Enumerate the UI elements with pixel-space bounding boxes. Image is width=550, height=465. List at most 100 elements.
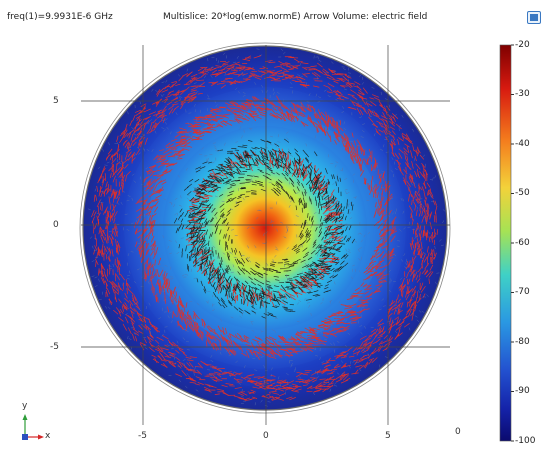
field-arrow	[397, 294, 399, 300]
field-arrow	[229, 158, 233, 165]
field-arrow	[194, 366, 202, 368]
field-arrow	[204, 375, 210, 378]
field-arrow	[354, 268, 356, 272]
field-arrow	[158, 159, 162, 162]
field-arrow	[275, 349, 281, 354]
field-arrow	[189, 197, 195, 202]
field-arrow	[388, 325, 392, 333]
field-arrow	[132, 137, 139, 142]
field-arrow	[239, 315, 242, 319]
field-arrow	[291, 349, 298, 355]
field-arrow	[292, 172, 296, 178]
field-arrow	[286, 225, 289, 228]
screen-icon[interactable]	[527, 11, 541, 24]
field-arrow	[337, 268, 342, 272]
field-arrow	[375, 272, 382, 277]
field-arrow	[328, 323, 334, 325]
field-arrow	[257, 155, 261, 161]
field-arrow	[138, 308, 141, 311]
field-arrow	[102, 234, 106, 241]
field-arrow	[121, 305, 124, 312]
field-arrow	[314, 71, 321, 77]
field-arrow	[170, 301, 174, 304]
field-arrow	[136, 213, 144, 219]
field-arrow	[248, 276, 253, 281]
field-arrow	[327, 95, 331, 97]
field-arrow	[246, 298, 251, 302]
field-arrow	[124, 142, 129, 148]
field-arrow	[422, 254, 426, 262]
field-arrow	[251, 157, 256, 166]
field-arrow	[303, 277, 309, 282]
field-arrow	[238, 307, 243, 312]
field-arrow	[197, 332, 202, 338]
field-arrow	[232, 67, 235, 70]
field-arrow	[196, 218, 204, 221]
field-arrow	[327, 114, 330, 123]
field-arrow	[260, 376, 269, 380]
field-arrow	[130, 310, 134, 318]
field-arrow	[204, 182, 209, 186]
field-arrow	[191, 253, 197, 258]
field-arrow	[364, 325, 366, 329]
field-arrow	[352, 360, 356, 363]
field-arrow	[279, 381, 286, 385]
field-arrow	[95, 258, 99, 266]
field-arrow	[130, 326, 134, 329]
field-arrow	[348, 67, 350, 71]
field-arrow	[357, 290, 363, 294]
field-arrow	[238, 251, 242, 257]
field-arrow	[268, 270, 274, 272]
field-arrow	[335, 181, 337, 186]
field-arrow	[198, 259, 201, 263]
field-arrow	[169, 291, 172, 298]
field-arrow	[160, 158, 166, 163]
field-arrow	[366, 273, 373, 280]
field-arrow	[205, 229, 208, 236]
field-arrow	[265, 353, 272, 357]
field-arrow	[307, 124, 311, 127]
field-arrow	[335, 237, 337, 241]
field-arrow	[170, 266, 172, 270]
field-arrow	[327, 382, 334, 386]
field-arrow	[356, 93, 364, 98]
field-arrow	[419, 171, 425, 178]
field-arrow	[137, 233, 144, 239]
field-arrow	[117, 287, 119, 294]
field-arrow	[111, 204, 117, 212]
field-arrow	[216, 272, 220, 279]
field-arrow	[343, 96, 349, 99]
field-arrow	[155, 294, 157, 303]
field-arrow	[241, 102, 248, 106]
field-arrow	[175, 356, 181, 361]
field-arrow	[171, 80, 177, 84]
field-arrow	[302, 73, 308, 78]
field-arrow	[219, 212, 224, 217]
field-arrow	[296, 186, 300, 192]
field-arrow	[303, 219, 306, 225]
field-arrow	[295, 291, 303, 295]
field-arrow	[187, 209, 193, 212]
field-arrow	[360, 170, 365, 177]
field-arrow	[313, 267, 321, 273]
field-arrow	[309, 264, 314, 268]
field-arrow	[359, 232, 363, 235]
field-arrow	[417, 248, 422, 256]
field-arrow	[173, 217, 178, 224]
field-arrow	[234, 87, 238, 91]
field-arrow	[191, 321, 193, 328]
field-arrow	[403, 150, 408, 156]
field-arrow	[345, 377, 351, 382]
field-arrow	[421, 216, 425, 223]
field-arrow	[285, 310, 291, 312]
field-arrow	[314, 343, 322, 345]
field-arrow	[177, 215, 182, 221]
field-arrow	[260, 299, 263, 307]
field-arrow	[331, 333, 337, 338]
field-arrow	[376, 192, 379, 199]
field-arrow	[288, 380, 295, 384]
field-arrow	[319, 252, 324, 257]
field-arrow	[394, 304, 397, 307]
field-arrow	[379, 250, 385, 258]
